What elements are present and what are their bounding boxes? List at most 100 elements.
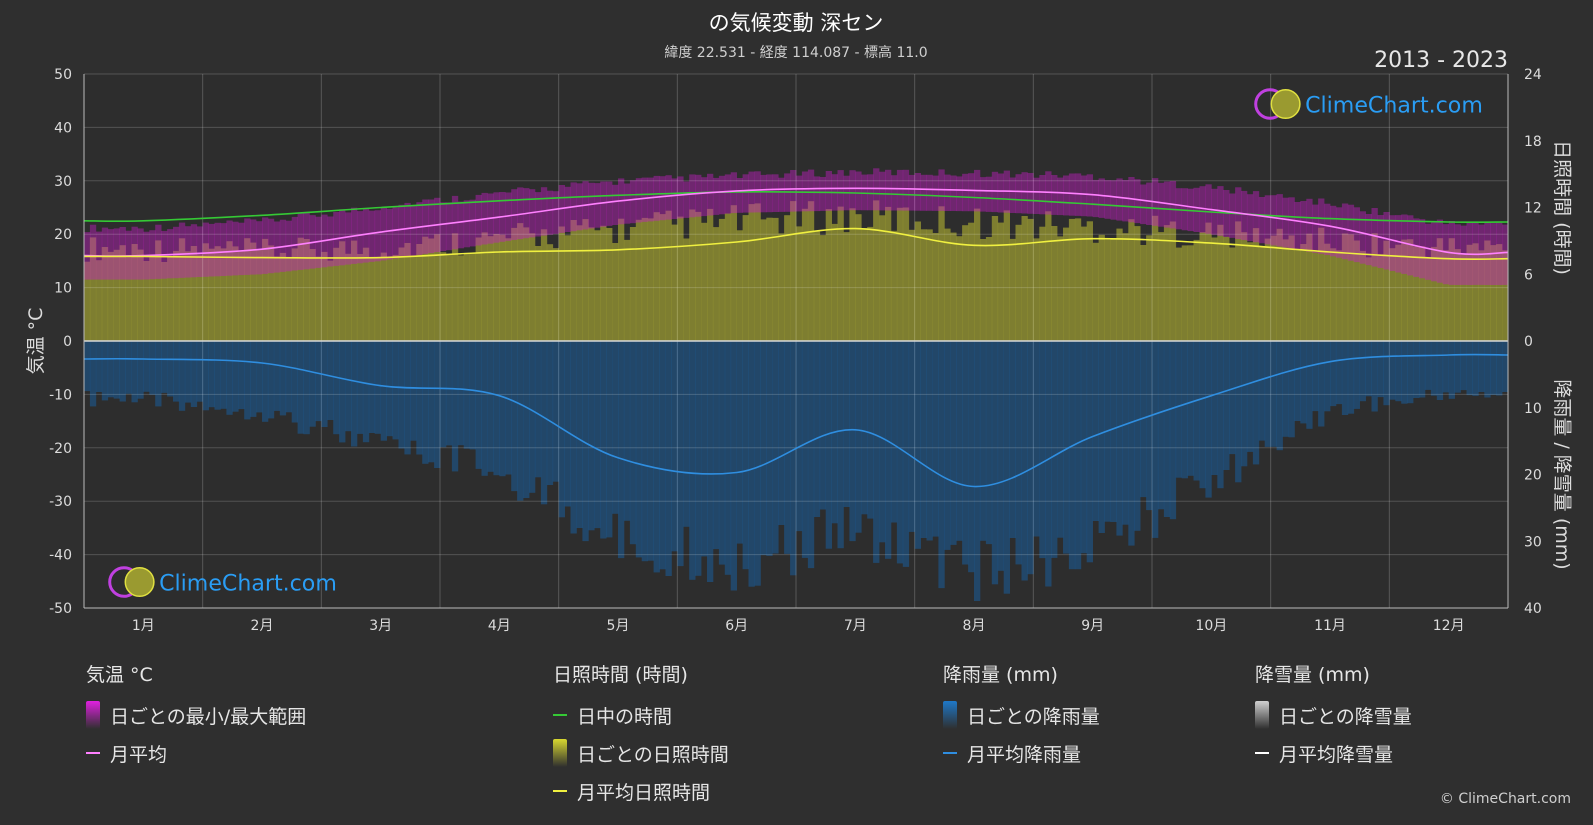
daily-rain-bar <box>1223 341 1230 470</box>
daily-temp-range-bar <box>1258 197 1266 244</box>
daily-sunshine-bar <box>1057 236 1064 341</box>
daily-sunshine-bar <box>1199 232 1206 341</box>
daily-rain-bar <box>1241 341 1248 467</box>
legend-group: 気温 °C 日ごとの最小/最大範囲 月平均 <box>86 660 306 772</box>
daily-sunshine-bar <box>570 220 577 341</box>
daily-rain-bar <box>796 341 803 532</box>
daily-sunshine-bar <box>1033 238 1040 341</box>
daily-temp-range-bar <box>1454 224 1461 285</box>
daily-sunshine-bar <box>333 247 340 341</box>
daily-temp-range-bar <box>997 173 1004 213</box>
daily-temp-range-bar <box>564 186 571 232</box>
daily-rain-bar <box>1401 341 1408 404</box>
daily-sunshine-bar <box>1205 222 1212 341</box>
daily-temp-range-bar <box>689 174 696 218</box>
daily-sunshine-bar <box>238 250 245 341</box>
daily-temp-range-bar <box>1442 224 1449 285</box>
daily-temp-range-bar <box>712 177 720 215</box>
daily-sunshine-bar <box>956 236 963 341</box>
daily-rain-bar <box>896 341 904 564</box>
left-tick-label: 50 <box>54 67 72 83</box>
daily-sunshine-bar <box>1175 247 1182 341</box>
daily-rain-bar <box>1371 341 1378 412</box>
daily-sunshine-bar <box>695 211 702 341</box>
daily-sunshine-bar <box>1288 235 1295 341</box>
daily-temp-range-bar <box>1365 214 1372 266</box>
legend-swatch-rect <box>553 739 567 767</box>
daily-rain-bar <box>416 341 423 455</box>
daily-rain-bar <box>339 341 346 443</box>
daily-sunshine-bar <box>1276 228 1283 341</box>
daily-sunshine-bar <box>766 217 773 341</box>
daily-temp-range-bar <box>220 223 227 276</box>
legend-group-title: 降雪量 (mm) <box>1255 664 1370 686</box>
daily-rain-bar <box>683 341 690 527</box>
daily-sunshine-bar <box>974 208 981 341</box>
daily-sunshine-bar <box>1045 211 1052 341</box>
daily-sunshine-bar <box>576 225 583 341</box>
legend-item-label: 日ごとの降雪量 <box>1279 705 1412 728</box>
right-top-axis-title: 日照時間 (時間) <box>1551 140 1573 275</box>
daily-temp-range-bar <box>1306 198 1313 252</box>
daily-sunshine-bar <box>1098 234 1105 341</box>
daily-rain-bar <box>1235 341 1242 483</box>
daily-rain-bar <box>493 341 500 476</box>
daily-temp-range-bar <box>345 212 352 265</box>
daily-rain-bar <box>1413 341 1420 398</box>
daily-rain-bar <box>1460 341 1467 391</box>
daily-rain-bar <box>463 341 470 449</box>
daily-temp-range-bar <box>1496 222 1503 285</box>
daily-rain-bar <box>671 341 678 552</box>
daily-rain-bar <box>267 341 275 419</box>
daily-rain-bar <box>1288 341 1295 438</box>
daily-rain-bar <box>968 341 975 573</box>
daily-temp-range-bar <box>736 178 743 213</box>
daily-sunshine-bar <box>1163 225 1171 341</box>
daily-sunshine-bar <box>1104 239 1111 341</box>
legend-swatch-line <box>86 752 100 754</box>
daily-sunshine-bar <box>1359 250 1366 341</box>
daily-temp-range-bar <box>701 177 708 217</box>
daily-rain-bar <box>1395 341 1402 402</box>
month-label: 12月 <box>1433 618 1465 634</box>
right-bottom-axis-title: 降雨量 / 降雪量 (mm) <box>1551 379 1573 569</box>
daily-temp-range-bar <box>855 171 862 211</box>
daily-temp-range-bar <box>807 169 815 212</box>
daily-sunshine-bar <box>950 232 957 341</box>
daily-sunshine-bar <box>612 243 619 341</box>
daily-rain-bar <box>902 341 910 567</box>
legend-item: 月平均降雨量 <box>943 734 1100 772</box>
daily-temp-range-bar <box>1229 193 1236 238</box>
daily-sunshine-bar <box>1264 238 1271 341</box>
right-top-tick-label: 12 <box>1524 201 1542 217</box>
daily-rain-bar <box>208 341 215 408</box>
daily-temp-range-bar <box>374 210 381 262</box>
daily-rain-bar <box>220 341 227 409</box>
daily-sunshine-bar <box>226 241 233 341</box>
daily-sunshine-bar <box>267 245 275 341</box>
daily-sunshine-bar <box>534 246 542 341</box>
daily-sunshine-bar <box>736 230 743 341</box>
month-label: 6月 <box>725 618 748 634</box>
month-label: 5月 <box>607 618 630 634</box>
daily-rain-bar <box>1335 341 1343 405</box>
daily-sunshine-bar <box>600 225 607 341</box>
daily-sunshine-bar <box>594 230 601 341</box>
daily-rain-bar <box>1057 341 1064 538</box>
daily-sunshine-bar <box>487 236 494 341</box>
legend-group: 降雨量 (mm) 日ごとの降雨量 月平均降雨量 <box>943 660 1100 772</box>
daily-temp-range-bar <box>1401 214 1408 274</box>
daily-temp-range-bar <box>1312 204 1319 253</box>
daily-rain-bar <box>285 341 292 413</box>
daily-sunshine-bar <box>718 218 726 341</box>
daily-rain-bar <box>825 341 832 549</box>
daily-temp-range-bar <box>908 174 915 211</box>
daily-temp-range-bar <box>362 208 370 263</box>
daily-rain-bar <box>790 341 797 576</box>
daily-temp-range-bar <box>1246 194 1254 242</box>
daily-sunshine-bar <box>178 238 186 341</box>
daily-sunshine-bar <box>849 208 856 341</box>
daily-rain-bar <box>107 341 114 398</box>
daily-sunshine-bar <box>1306 233 1313 341</box>
daily-temp-range-bar <box>1252 191 1260 243</box>
